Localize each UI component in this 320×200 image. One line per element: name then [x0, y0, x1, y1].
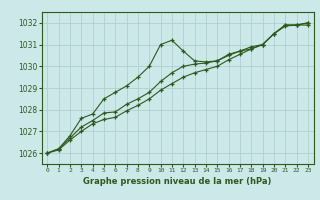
X-axis label: Graphe pression niveau de la mer (hPa): Graphe pression niveau de la mer (hPa) [84, 177, 272, 186]
